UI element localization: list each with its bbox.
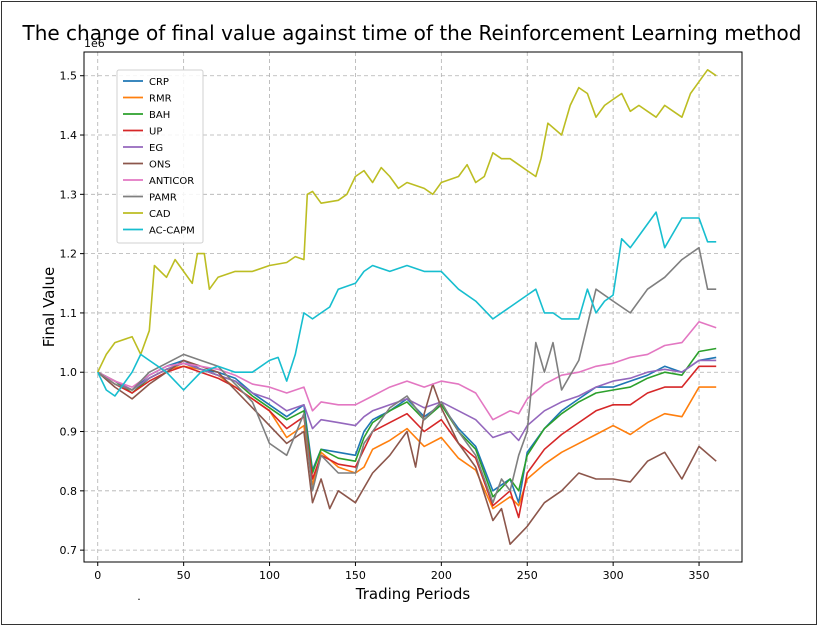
y-tick-label: 0.7 bbox=[60, 544, 78, 557]
y-tick-label: 1.1 bbox=[60, 307, 78, 320]
x-tick-label: 250 bbox=[517, 569, 538, 582]
legend-label: AC-CAPM bbox=[149, 226, 195, 237]
series-line-ons bbox=[97, 359, 717, 546]
x-axis: 0 50 100 150 200 250 300 350 bbox=[94, 562, 710, 582]
x-tick-label: 150 bbox=[345, 569, 366, 582]
x-tick-label: 50 bbox=[177, 569, 191, 582]
series-line-ac-capm bbox=[96, 211, 717, 397]
legend: CRP RMR BAH UP EG ONS ANTICOR PAMR CAD AC-CAPM bbox=[116, 69, 204, 244]
series-line-crp bbox=[97, 356, 717, 504]
x-tick-label: 300 bbox=[603, 569, 624, 582]
series-line-bah bbox=[97, 347, 717, 498]
legend-label: ONS bbox=[149, 160, 171, 171]
y-axis-label: Final Value bbox=[40, 267, 58, 348]
x-tick-label: 350 bbox=[689, 569, 710, 582]
x-axis-label: Trading Periods bbox=[355, 585, 471, 603]
legend-label: ANTICOR bbox=[149, 176, 194, 187]
y-tick-label: 1.4 bbox=[60, 129, 78, 142]
legend-label: UP bbox=[149, 127, 162, 138]
y-tick-label: 0.8 bbox=[60, 485, 78, 498]
series-line-cad bbox=[96, 69, 717, 373]
legend-label: RMR bbox=[149, 94, 172, 105]
series-line-anticor bbox=[97, 320, 717, 421]
series-line-up bbox=[97, 365, 717, 519]
y-axis: 0.7 0.8 0.9 1.0 1.1 1.2 1.3 1.4 1.5 bbox=[60, 70, 84, 557]
series-line-pamr bbox=[97, 246, 717, 504]
series-lines bbox=[96, 69, 717, 546]
plot-area bbox=[83, 51, 743, 563]
y-scale-note: 1e6 bbox=[84, 37, 105, 50]
y-tick-label: 1.3 bbox=[60, 188, 78, 201]
chart-title: The change of final value against time o… bbox=[22, 21, 802, 45]
legend-label: BAH bbox=[149, 110, 170, 121]
legend-label: CAD bbox=[149, 209, 171, 220]
x-tick-label: 100 bbox=[259, 569, 280, 582]
y-tick-label: 1.5 bbox=[60, 70, 78, 83]
legend-label: PAMR bbox=[149, 193, 177, 204]
y-tick-label: 1.0 bbox=[60, 366, 78, 379]
legend-label: EG bbox=[149, 143, 163, 154]
footnote: . bbox=[137, 590, 141, 603]
y-tick-label: 0.9 bbox=[60, 426, 78, 439]
x-tick-label: 200 bbox=[431, 569, 452, 582]
y-tick-label: 1.2 bbox=[60, 248, 78, 261]
legend-label: CRP bbox=[149, 77, 169, 88]
x-tick-label: 0 bbox=[94, 569, 101, 582]
